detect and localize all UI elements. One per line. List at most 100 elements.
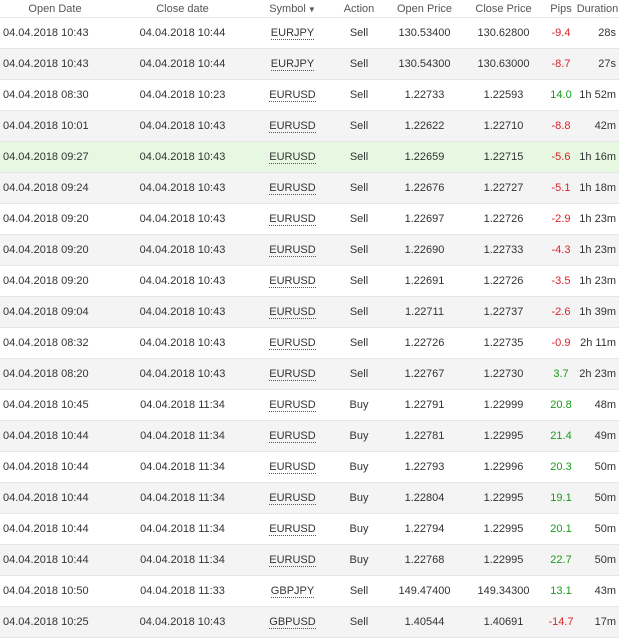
cell-close-price: 1.22593 (461, 79, 546, 111)
table-row[interactable]: 04.04.2018 08:20 04.04.2018 10:43 EURUSD Se… (0, 358, 619, 390)
cell-symbol: GBPJPY (255, 575, 330, 607)
cell-pips: 3.7 (546, 358, 576, 390)
table-row[interactable]: 04.04.2018 09:24 04.04.2018 10:43 EURUSD Se… (0, 172, 619, 204)
cell-action: Sell (330, 110, 388, 142)
cell-close-price: 1.22995 (461, 420, 546, 452)
cell-close-price: 149.34300 (461, 575, 546, 607)
cell-symbol: EURUSD (255, 327, 330, 359)
cell-close-date: 04.04.2018 11:33 (110, 575, 255, 607)
table-row[interactable]: 04.04.2018 10:44 04.04.2018 11:34 EURUSD Bu… (0, 544, 619, 576)
cell-open-price: 1.40544 (388, 606, 461, 638)
cell-duration: 42m (576, 110, 619, 142)
cell-action: Buy (330, 544, 388, 576)
cell-open-price: 1.22733 (388, 79, 461, 111)
cell-close-date: 04.04.2018 10:43 (110, 141, 255, 173)
cell-duration: 1h 23m (576, 234, 619, 266)
col-header-action[interactable]: Action (330, 0, 388, 18)
cell-duration: 28s (576, 17, 619, 49)
cell-close-date: 04.04.2018 10:43 (110, 358, 255, 390)
cell-duration: 1h 23m (576, 203, 619, 235)
symbol-link[interactable]: EURUSD (269, 430, 316, 443)
cell-action: Sell (330, 358, 388, 390)
table-row[interactable]: 04.04.2018 09:20 04.04.2018 10:43 EURUSD Se… (0, 203, 619, 235)
symbol-link[interactable]: EURUSD (269, 213, 316, 226)
cell-close-date: 04.04.2018 10:23 (110, 79, 255, 111)
cell-action: Sell (330, 575, 388, 607)
cell-duration: 1h 23m (576, 265, 619, 297)
cell-action: Buy (330, 420, 388, 452)
table-row[interactable]: 04.04.2018 10:44 04.04.2018 11:34 EURUSD Bu… (0, 482, 619, 514)
col-header-symbol[interactable]: Symbol ▼ (255, 0, 330, 18)
table-row[interactable]: 04.04.2018 08:32 04.04.2018 10:43 EURUSD Se… (0, 327, 619, 359)
cell-symbol: EURUSD (255, 420, 330, 452)
symbol-link[interactable]: EURUSD (269, 306, 316, 319)
symbol-link[interactable]: EURUSD (269, 523, 316, 536)
cell-pips: -8.7 (546, 48, 576, 80)
table-row[interactable]: 04.04.2018 10:44 04.04.2018 11:34 EURUSD Bu… (0, 451, 619, 483)
table-row[interactable]: 04.04.2018 10:43 04.04.2018 10:44 EURJPY Se… (0, 17, 619, 49)
cell-pips: 20.3 (546, 451, 576, 483)
table-row[interactable]: 04.04.2018 08:30 04.04.2018 10:23 EURUSD Se… (0, 79, 619, 111)
symbol-link[interactable]: EURUSD (269, 89, 316, 102)
table-row[interactable]: 04.04.2018 09:20 04.04.2018 10:43 EURUSD Se… (0, 265, 619, 297)
table-row[interactable]: 04.04.2018 09:27 04.04.2018 10:43 EURUSD Se… (0, 141, 619, 173)
cell-action: Sell (330, 265, 388, 297)
symbol-link[interactable]: EURUSD (269, 244, 316, 257)
symbol-link[interactable]: EURUSD (269, 492, 316, 505)
cell-open-date: 04.04.2018 10:44 (0, 544, 110, 576)
cell-close-price: 1.40691 (461, 606, 546, 638)
cell-pips: -9.4 (546, 17, 576, 49)
table-row[interactable]: 04.04.2018 10:45 04.04.2018 11:34 EURUSD Bu… (0, 389, 619, 421)
cell-action: Buy (330, 482, 388, 514)
cell-open-price: 1.22768 (388, 544, 461, 576)
cell-close-date: 04.04.2018 10:43 (110, 234, 255, 266)
symbol-link[interactable]: EURJPY (270, 58, 315, 71)
symbol-link[interactable]: EURUSD (269, 275, 316, 288)
cell-close-price: 1.22726 (461, 203, 546, 235)
symbol-link[interactable]: EURUSD (269, 151, 316, 164)
symbol-link[interactable]: EURUSD (269, 182, 316, 195)
cell-close-date: 04.04.2018 10:44 (110, 17, 255, 49)
cell-pips: -8.8 (546, 110, 576, 142)
cell-open-price: 1.22781 (388, 420, 461, 452)
col-header-pips[interactable]: Pips (546, 0, 576, 18)
cell-pips: -2.9 (546, 203, 576, 235)
table-row[interactable]: 04.04.2018 10:50 04.04.2018 11:33 GBPJPY Se… (0, 575, 619, 607)
cell-open-price: 1.22726 (388, 327, 461, 359)
symbol-link[interactable]: GBPUSD (269, 616, 316, 629)
table-row[interactable]: 04.04.2018 09:04 04.04.2018 10:43 EURUSD Se… (0, 296, 619, 328)
col-header-open-date[interactable]: Open Date (0, 0, 110, 18)
cell-symbol: EURUSD (255, 110, 330, 142)
symbol-link[interactable]: EURJPY (270, 27, 315, 40)
symbol-link[interactable]: GBPJPY (270, 585, 315, 598)
symbol-link[interactable]: EURUSD (269, 337, 316, 350)
symbol-link[interactable]: EURUSD (269, 399, 316, 412)
cell-duration: 1h 52m (576, 79, 619, 111)
col-header-duration[interactable]: Duration (576, 0, 619, 18)
cell-open-date: 04.04.2018 10:25 (0, 606, 110, 638)
cell-duration: 50m (576, 482, 619, 514)
cell-open-date: 04.04.2018 10:44 (0, 513, 110, 545)
col-header-open-price[interactable]: Open Price (388, 0, 461, 18)
table-row[interactable]: 04.04.2018 10:43 04.04.2018 10:44 EURJPY Se… (0, 48, 619, 80)
cell-open-price: 1.22690 (388, 234, 461, 266)
cell-close-price: 1.22710 (461, 110, 546, 142)
cell-open-price: 1.22804 (388, 482, 461, 514)
symbol-link[interactable]: EURUSD (269, 120, 316, 133)
col-header-close-date[interactable]: Close date (110, 0, 255, 18)
cell-open-date: 04.04.2018 09:20 (0, 203, 110, 235)
symbol-link[interactable]: EURUSD (269, 368, 316, 381)
cell-symbol: GBPUSD (255, 606, 330, 638)
table-row[interactable]: 04.04.2018 10:01 04.04.2018 10:43 EURUSD Se… (0, 110, 619, 142)
symbol-link[interactable]: EURUSD (269, 461, 316, 474)
table-row[interactable]: 04.04.2018 10:44 04.04.2018 11:34 EURUSD Bu… (0, 420, 619, 452)
table-row[interactable]: 04.04.2018 10:25 04.04.2018 10:43 GBPUSD Se… (0, 606, 619, 638)
cell-close-date: 04.04.2018 10:43 (110, 296, 255, 328)
cell-duration: 27s (576, 48, 619, 80)
symbol-link[interactable]: EURUSD (269, 554, 316, 567)
table-row[interactable]: 04.04.2018 09:20 04.04.2018 10:43 EURUSD Se… (0, 234, 619, 266)
cell-close-date: 04.04.2018 10:44 (110, 48, 255, 80)
cell-close-price: 1.22730 (461, 358, 546, 390)
col-header-close-price[interactable]: Close Price (461, 0, 546, 18)
table-row[interactable]: 04.04.2018 10:44 04.04.2018 11:34 EURUSD Bu… (0, 513, 619, 545)
